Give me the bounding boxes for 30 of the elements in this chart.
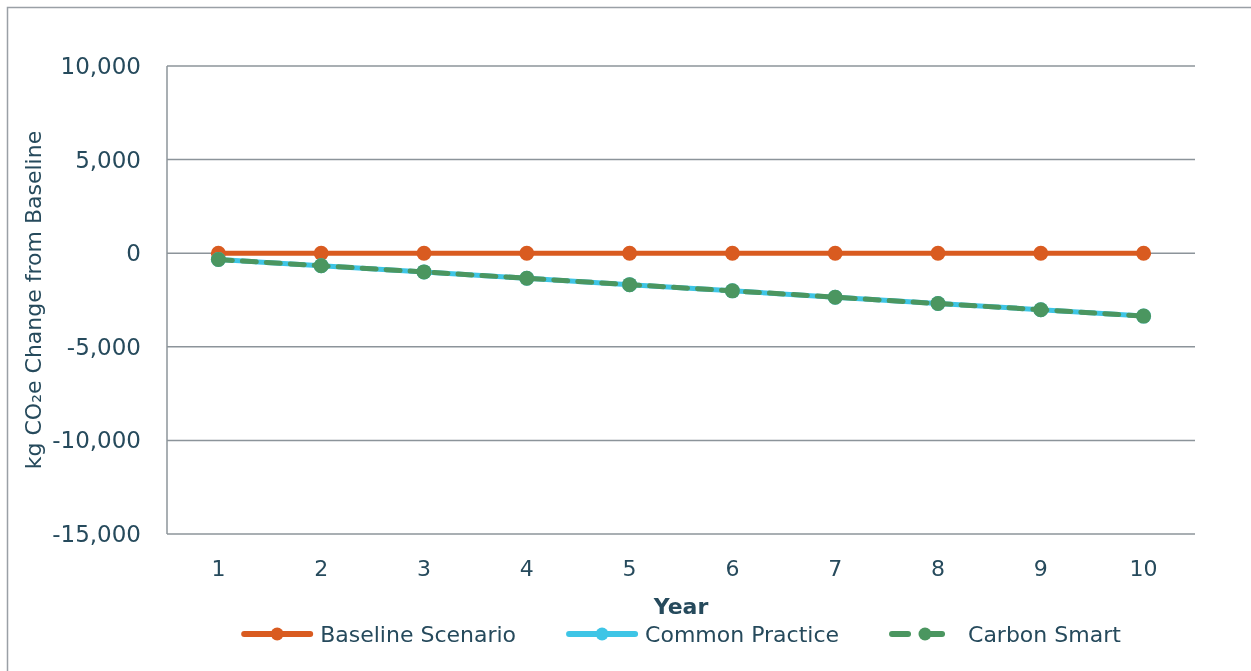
x-tick-label: 1 (211, 556, 226, 581)
y-tick-label: -15,000 (52, 521, 141, 548)
x-tick-label: 6 (725, 556, 740, 581)
point (519, 245, 535, 261)
point (1033, 245, 1049, 261)
x-tick-label: 4 (519, 556, 534, 581)
x-tick-label: 3 (417, 556, 431, 581)
y-tick-label: -5,000 (66, 333, 141, 360)
legend-label: Carbon Smart (968, 621, 1122, 647)
x-tick-label: 8 (931, 556, 945, 581)
x-tick-label: 5 (622, 556, 637, 581)
legend-label: Common Practice (645, 621, 840, 647)
x-tick-label: 7 (828, 556, 843, 581)
point (930, 245, 946, 261)
y-tick-label: 0 (126, 240, 141, 267)
point (827, 245, 843, 261)
y-tick-label: 5,000 (75, 146, 141, 173)
x-tick-label: 2 (314, 556, 329, 581)
y-tick-label: 10,000 (60, 53, 141, 80)
point (416, 245, 432, 261)
point (313, 245, 329, 261)
x-tick-label: 10 (1129, 556, 1158, 581)
legend-label: Baseline Scenario (320, 621, 517, 647)
point (622, 245, 638, 261)
x-tick-label: 9 (1033, 556, 1048, 581)
y-tick-label: -10,000 (52, 427, 141, 454)
point (724, 245, 740, 261)
x-axis-title: Year (652, 594, 709, 619)
point (1136, 245, 1152, 261)
y-axis-title: kg CO₂e Change from Baseline (21, 130, 46, 470)
